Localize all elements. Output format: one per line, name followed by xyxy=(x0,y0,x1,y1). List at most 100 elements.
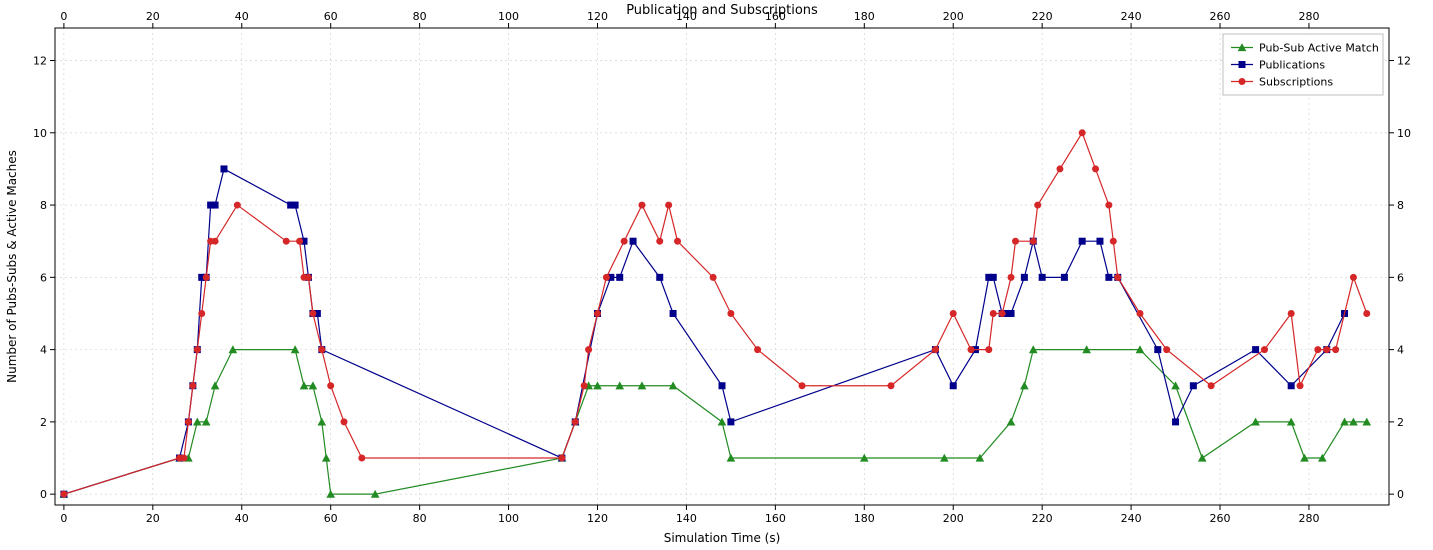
series-subscriptions-marker xyxy=(727,310,734,317)
series-subscriptions-marker xyxy=(985,346,992,353)
series-subscriptions-marker xyxy=(60,491,67,498)
chart-title: Publication and Subscriptions xyxy=(626,3,818,18)
xtick-label-bottom: 100 xyxy=(498,512,519,525)
series-subscriptions-marker xyxy=(558,455,565,462)
xtick-label-top: 220 xyxy=(1032,10,1053,23)
xtick-label-top: 280 xyxy=(1298,10,1319,23)
ytick-label-right: 8 xyxy=(1397,199,1404,212)
xtick-label-top: 100 xyxy=(498,10,519,23)
series-publications-marker xyxy=(670,310,677,317)
xtick-label-bottom: 0 xyxy=(60,512,67,525)
series-subscriptions-marker xyxy=(638,202,645,209)
series-subscriptions-marker xyxy=(309,310,316,317)
series-publications-marker xyxy=(292,202,299,209)
series-publications-marker xyxy=(1096,238,1103,245)
xtick-label-top: 180 xyxy=(854,10,875,23)
series-subscriptions-marker xyxy=(1261,346,1268,353)
series-subscriptions-marker xyxy=(1105,202,1112,209)
xtick-label-top: 40 xyxy=(235,10,249,23)
ytick-label-left: 8 xyxy=(40,199,47,212)
ytick-label-right: 10 xyxy=(1397,127,1411,140)
ytick-label-right: 2 xyxy=(1397,416,1404,429)
y-axis-label: Number of Pubs-Subs & Active Maches xyxy=(5,150,19,383)
series-publications-marker xyxy=(1154,346,1161,353)
series-subscriptions-marker xyxy=(305,274,312,281)
xtick-label-bottom: 260 xyxy=(1210,512,1231,525)
series-subscriptions-marker xyxy=(990,310,997,317)
series-publications-marker xyxy=(1008,310,1015,317)
ytick-label-right: 0 xyxy=(1397,488,1404,501)
xtick-label-bottom: 60 xyxy=(324,512,338,525)
line-chart: 0020204040606080801001001201201401401601… xyxy=(0,0,1433,550)
xtick-label-top: 120 xyxy=(587,10,608,23)
series-subscriptions-marker xyxy=(1110,238,1117,245)
series-publications-marker xyxy=(727,418,734,425)
xtick-label-bottom: 120 xyxy=(587,512,608,525)
series-publications-marker xyxy=(1021,274,1028,281)
series-subscriptions-marker xyxy=(581,382,588,389)
series-subscriptions-marker xyxy=(572,418,579,425)
xtick-label-top: 0 xyxy=(60,10,67,23)
series-subscriptions-marker xyxy=(234,202,241,209)
series-subscriptions-marker xyxy=(194,346,201,353)
series-publications-marker xyxy=(220,165,227,172)
series-subscriptions-marker xyxy=(1034,202,1041,209)
series-subscriptions-marker xyxy=(1288,310,1295,317)
series-subscriptions-marker xyxy=(1314,346,1321,353)
series-subscriptions-marker xyxy=(185,418,192,425)
series-subscriptions-marker xyxy=(212,238,219,245)
series-subscriptions-marker xyxy=(754,346,761,353)
series-publications-marker xyxy=(616,274,623,281)
series-subscriptions-marker xyxy=(1114,274,1121,281)
ytick-label-left: 6 xyxy=(40,271,47,284)
xtick-label-top: 80 xyxy=(413,10,427,23)
series-subscriptions-marker xyxy=(621,238,628,245)
series-subscriptions-marker xyxy=(932,346,939,353)
series-subscriptions-marker xyxy=(799,382,806,389)
series-subscriptions-marker xyxy=(656,238,663,245)
series-subscriptions-marker xyxy=(585,346,592,353)
ytick-label-left: 0 xyxy=(40,488,47,501)
legend-label-publications: Publications xyxy=(1259,59,1325,72)
series-subscriptions-marker xyxy=(665,202,672,209)
series-subscriptions-marker xyxy=(318,346,325,353)
series-subscriptions-marker xyxy=(674,238,681,245)
series-subscriptions-marker xyxy=(180,455,187,462)
chart-background xyxy=(0,0,1433,550)
series-subscriptions-marker xyxy=(603,274,610,281)
xtick-label-bottom: 20 xyxy=(146,512,160,525)
series-subscriptions-marker xyxy=(1208,382,1215,389)
xtick-label-top: 240 xyxy=(1121,10,1142,23)
xtick-label-top: 200 xyxy=(943,10,964,23)
xtick-label-top: 20 xyxy=(146,10,160,23)
xtick-label-bottom: 80 xyxy=(413,512,427,525)
series-subscriptions-marker xyxy=(999,310,1006,317)
series-subscriptions-marker xyxy=(1008,274,1015,281)
legend: Pub-Sub Active MatchPublicationsSubscrip… xyxy=(1223,34,1383,95)
series-subscriptions-marker xyxy=(327,382,334,389)
series-publications-marker xyxy=(212,202,219,209)
ytick-label-right: 4 xyxy=(1397,344,1404,357)
xtick-label-top: 60 xyxy=(324,10,338,23)
xtick-label-bottom: 40 xyxy=(235,512,249,525)
series-subscriptions-marker xyxy=(594,310,601,317)
series-subscriptions-marker xyxy=(1297,382,1304,389)
series-subscriptions-marker xyxy=(1163,346,1170,353)
x-axis-label: Simulation Time (s) xyxy=(664,531,781,545)
xtick-label-bottom: 180 xyxy=(854,512,875,525)
legend-subscriptions-marker xyxy=(1239,78,1246,85)
series-publications-marker xyxy=(1079,238,1086,245)
series-subscriptions-marker xyxy=(341,418,348,425)
series-publications-marker xyxy=(1190,382,1197,389)
series-subscriptions-marker xyxy=(1350,274,1357,281)
series-subscriptions-marker xyxy=(1323,346,1330,353)
xtick-label-bottom: 200 xyxy=(943,512,964,525)
series-subscriptions-marker xyxy=(198,310,205,317)
series-subscriptions-marker xyxy=(189,382,196,389)
series-publications-marker xyxy=(630,238,637,245)
xtick-label-bottom: 140 xyxy=(676,512,697,525)
series-publications-marker xyxy=(1039,274,1046,281)
series-subscriptions-marker xyxy=(710,274,717,281)
series-publications-marker xyxy=(656,274,663,281)
series-subscriptions-marker xyxy=(1012,238,1019,245)
